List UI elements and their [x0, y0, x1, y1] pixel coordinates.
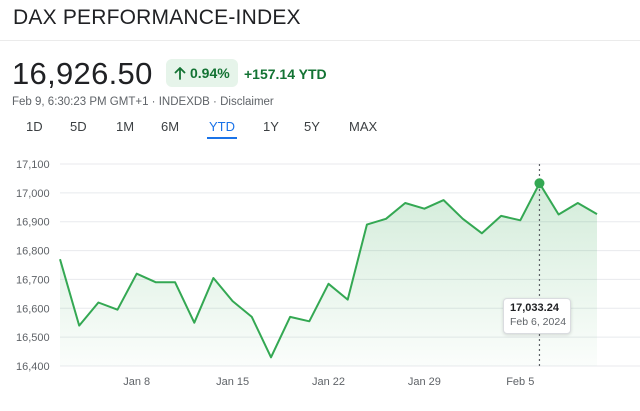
current-price: 16,926.50	[12, 56, 153, 91]
data-point	[479, 230, 485, 236]
highlight-point	[534, 178, 545, 189]
y-tick-label: 16,900	[16, 217, 50, 229]
data-point	[498, 213, 504, 219]
y-tick-label: 17,100	[16, 159, 50, 171]
tab-5y[interactable]: 5Y	[304, 119, 320, 134]
data-point	[57, 256, 63, 262]
tooltip-date: Feb 6, 2024	[510, 316, 567, 328]
percent-change-badge: 0.94%	[166, 59, 238, 87]
data-source: INDEXDB	[158, 96, 210, 108]
header-divider	[0, 40, 640, 41]
data-point	[287, 314, 293, 320]
data-point	[191, 320, 197, 326]
percent-change-value: 0.94%	[190, 65, 230, 81]
data-point	[517, 217, 523, 223]
y-tick-label: 16,500	[16, 332, 50, 344]
data-point	[268, 354, 274, 360]
data-point	[421, 206, 427, 212]
data-point	[575, 200, 581, 206]
tab-ytd[interactable]: YTD	[207, 119, 237, 139]
tab-max[interactable]: MAX	[349, 119, 378, 134]
absolute-change: +157.14 YTD	[244, 66, 327, 82]
data-point	[326, 281, 332, 287]
tab-1y[interactable]: 1Y	[263, 119, 279, 134]
x-tick-label: Feb 5	[506, 376, 534, 388]
time-range-tabs: 1D 5D 1M 6M YTD 1Y 5Y MAX	[0, 119, 640, 141]
data-point	[210, 275, 216, 281]
y-tick-label: 17,000	[16, 188, 50, 200]
data-point	[134, 271, 140, 277]
data-point	[556, 212, 562, 218]
x-tick-label: Jan 29	[408, 376, 441, 388]
data-point	[172, 279, 178, 285]
meta-separator: ·	[213, 96, 217, 108]
quote-meta: Feb 9, 6:30:23 PM GMT+1 · INDEXDB · Disc…	[12, 96, 274, 108]
tooltip-value: 17,033.24	[510, 302, 559, 314]
tab-1m[interactable]: 1M	[116, 119, 135, 134]
data-point	[383, 216, 389, 222]
data-point	[230, 298, 236, 304]
data-point	[460, 216, 466, 222]
y-tick-label: 16,600	[16, 303, 50, 315]
tab-6m[interactable]: 6M	[161, 119, 180, 134]
tab-1d[interactable]: 1D	[26, 119, 43, 134]
data-point	[364, 222, 370, 228]
arrow-up-icon	[174, 66, 186, 80]
data-point	[76, 323, 82, 329]
x-tick-label: Jan 22	[312, 376, 345, 388]
price-chart[interactable]: 17,100 17,000 16,900 16,800 16,700 16,600 16,5…	[0, 150, 640, 390]
data-point	[153, 279, 159, 285]
y-tick-label: 16,700	[16, 274, 50, 286]
data-point	[95, 300, 101, 306]
data-point	[115, 307, 121, 313]
y-tick-label: 16,400	[16, 361, 50, 373]
price-tooltip: 17,033.24 Feb 6, 2024	[503, 298, 571, 334]
y-tick-label: 16,800	[16, 246, 50, 258]
timestamp: Feb 9, 6:30:23 PM GMT+1	[12, 96, 149, 108]
area-fill	[60, 183, 597, 366]
x-tick-label: Jan 8	[123, 376, 150, 388]
disclaimer-link[interactable]: Disclaimer	[220, 96, 274, 108]
price-line	[59, 182, 598, 359]
data-point	[441, 197, 447, 203]
data-point	[249, 314, 255, 320]
data-point	[594, 211, 600, 217]
tab-5d[interactable]: 5D	[70, 119, 87, 134]
data-point	[402, 200, 408, 206]
meta-separator: ·	[151, 96, 156, 108]
index-title: DAX PERFORMANCE-INDEX	[13, 6, 301, 29]
data-point	[306, 318, 312, 324]
x-tick-label: Jan 15	[216, 376, 249, 388]
data-point	[345, 297, 351, 303]
